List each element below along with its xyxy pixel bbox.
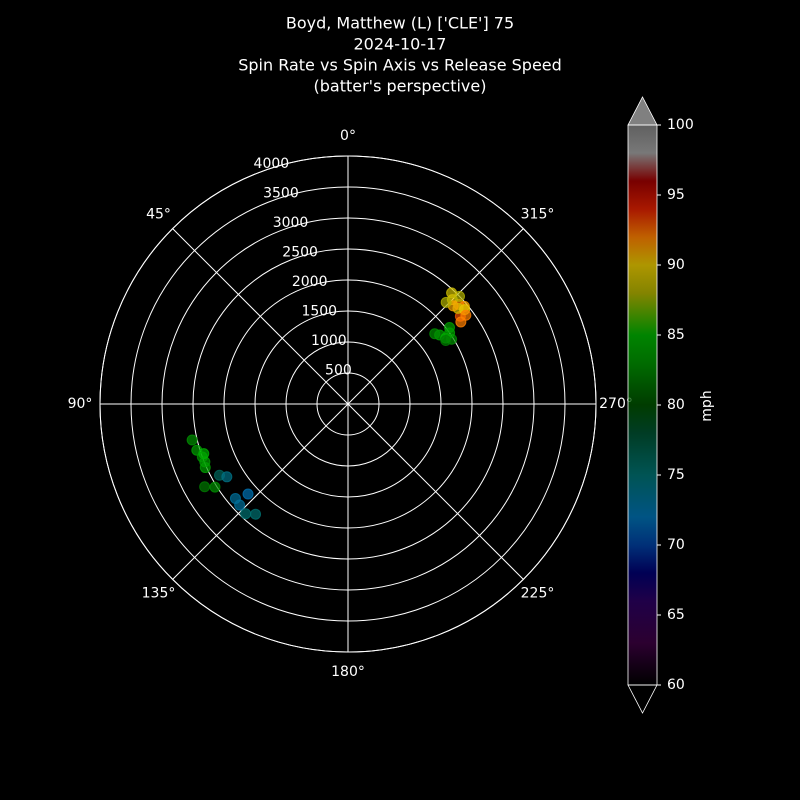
colorbar-extend-top — [627, 96, 658, 126]
r-tick-label: 3500 — [263, 186, 299, 202]
chart-title: Spin Rate vs Spin Axis vs Release Speed — [238, 56, 562, 75]
r-tick-label: 1000 — [311, 333, 347, 349]
point — [429, 328, 441, 340]
theta-tick-label: 45° — [146, 206, 171, 222]
point — [250, 508, 262, 520]
colorbar-tick-label: 70 — [667, 537, 685, 553]
chart-title: Boyd, Matthew (L) ['CLE'] 75 — [286, 14, 514, 33]
r-tick-label: 1500 — [301, 304, 337, 320]
colorbar-tick-label: 90 — [667, 257, 685, 273]
r-tick-label: 2500 — [282, 245, 318, 261]
point — [198, 448, 210, 460]
point — [240, 508, 252, 520]
point — [460, 309, 472, 321]
colorbar — [628, 125, 657, 685]
colorbar-tick-label: 80 — [667, 397, 685, 413]
theta-tick-label: 0° — [340, 128, 356, 144]
r-tick-label: 3000 — [273, 215, 309, 231]
theta-tick-label: 225° — [521, 586, 555, 602]
point — [199, 481, 211, 493]
colorbar-tick-label: 65 — [667, 607, 685, 623]
r-tick-label: 500 — [325, 363, 352, 379]
grid-spoke — [347, 228, 524, 405]
point — [440, 335, 452, 347]
colorbar-label: mph — [699, 390, 715, 421]
grid-spoke — [172, 403, 349, 580]
point — [242, 488, 254, 500]
colorbar-tick-label: 95 — [667, 187, 685, 203]
point — [234, 499, 246, 511]
r-tick-label: 4000 — [254, 156, 290, 172]
colorbar-tick-label: 60 — [667, 677, 685, 693]
point — [186, 434, 198, 446]
point — [446, 287, 458, 299]
grid-spoke — [172, 228, 349, 405]
point — [440, 296, 452, 308]
theta-tick-label: 180° — [331, 664, 365, 680]
colorbar-tick-label: 100 — [667, 117, 694, 133]
colorbar-extend-bottom — [627, 684, 658, 714]
grid-spoke — [347, 403, 524, 580]
theta-tick-label: 90° — [68, 396, 93, 412]
point — [199, 462, 211, 474]
theta-tick-label: 315° — [521, 206, 555, 222]
theta-tick-label: 270° — [599, 396, 633, 412]
chart-title: 2024-10-17 — [354, 35, 447, 54]
colorbar-tick-label: 75 — [667, 467, 685, 483]
point — [209, 481, 221, 493]
theta-tick-label: 135° — [142, 586, 176, 602]
chart-title: (batter's perspective) — [314, 77, 487, 96]
r-tick-label: 2000 — [292, 274, 328, 290]
colorbar-tick-label: 85 — [667, 327, 685, 343]
point — [221, 471, 233, 483]
